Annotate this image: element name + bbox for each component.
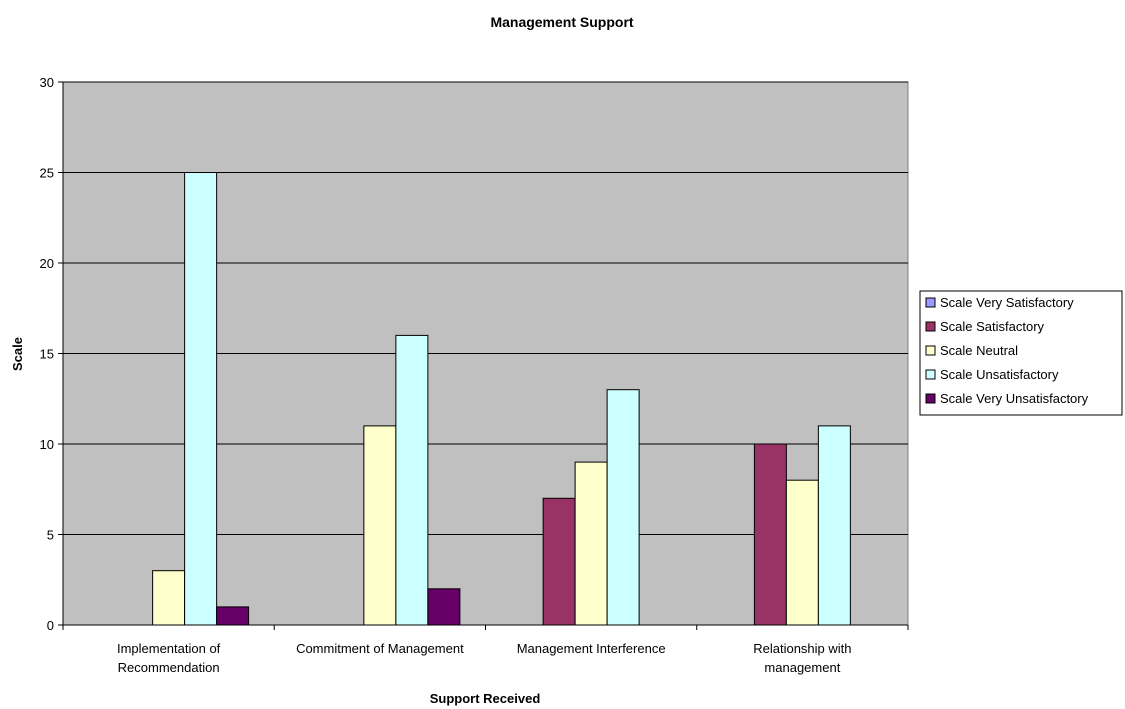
legend-swatch <box>925 297 936 308</box>
legend-label: Scale Satisfactory <box>940 319 1045 334</box>
legend-swatch <box>925 345 936 356</box>
x-category-label: Implementation of <box>117 641 221 656</box>
bar <box>216 606 250 626</box>
bar <box>574 461 608 626</box>
legend-items: Scale Very Satisfactory Scale Satisfactor… <box>925 295 1089 406</box>
y-tick-label: 20 <box>40 256 54 271</box>
bar <box>753 443 787 626</box>
bar <box>817 425 851 626</box>
y-tick-label: 30 <box>40 75 54 90</box>
bar <box>363 425 397 626</box>
legend-swatch <box>925 321 936 332</box>
x-category-label: Management Interference <box>517 641 666 656</box>
legend-label: Scale Neutral <box>940 343 1018 358</box>
legend-label: Scale Very Unsatisfactory <box>940 391 1089 406</box>
x-category-labels: Implementation of Recommendation Commitmen… <box>62 625 909 675</box>
legend-label: Scale Unsatisfactory <box>940 367 1059 382</box>
y-tick-label: 5 <box>47 528 54 543</box>
bar <box>152 570 186 626</box>
x-category-label: Relationship with <box>753 641 851 656</box>
x-axis-title: Support Received <box>430 691 541 706</box>
x-category-label: management <box>764 660 840 675</box>
legend-swatch <box>925 393 936 404</box>
y-tick-label: 15 <box>40 347 54 362</box>
bar <box>395 334 429 626</box>
chart-title: Management Support <box>490 14 633 30</box>
bar <box>542 497 576 626</box>
bars <box>152 172 851 626</box>
legend-label: Scale Very Satisfactory <box>940 295 1074 310</box>
y-tick-label: 10 <box>40 437 54 452</box>
x-category-label: Recommendation <box>118 660 220 675</box>
x-category-label: Commitment of Management <box>296 641 464 656</box>
bar <box>184 172 218 626</box>
y-tick-labels: 0 5 10 15 20 25 30 <box>40 75 63 633</box>
y-tick-label: 0 <box>47 618 54 633</box>
legend-box <box>919 290 1123 416</box>
legend: Scale Very Satisfactory Scale Satisfactor… <box>919 290 1123 416</box>
bar <box>785 479 819 626</box>
y-tick-label: 25 <box>40 166 54 181</box>
y-axis-title: Scale <box>10 337 25 371</box>
bar <box>606 389 640 626</box>
bar <box>427 588 461 626</box>
legend-swatch <box>925 369 936 380</box>
